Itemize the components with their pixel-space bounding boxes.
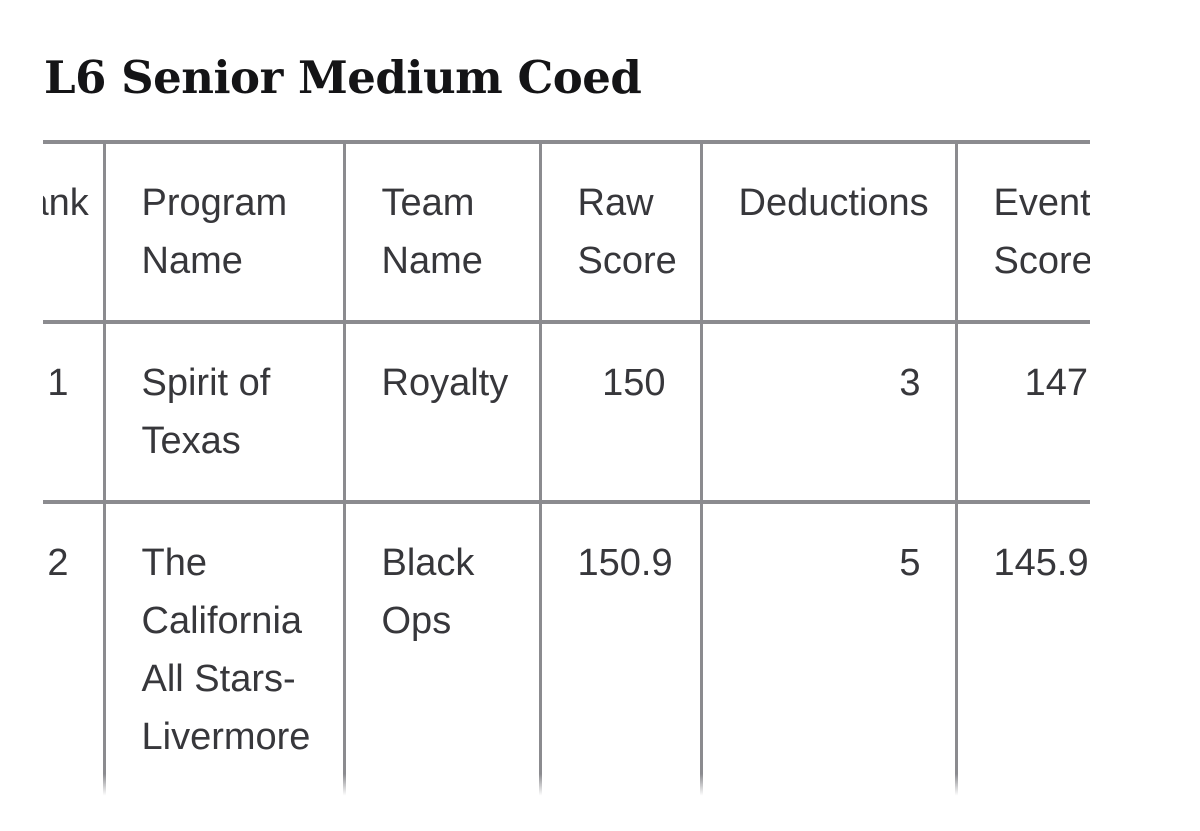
cell-team-name: Black Ops bbox=[344, 502, 542, 796]
header-cell-deductions: Deductions bbox=[701, 140, 958, 324]
table-row: 2 The California All Stars- Livermore Bl… bbox=[43, 502, 1090, 796]
cell-program-name: Spirit of Texas bbox=[104, 322, 346, 504]
header-cell-rank: Rank bbox=[43, 140, 106, 324]
cell-raw-score: 150.9 bbox=[540, 502, 703, 796]
cell-event-score: 147 bbox=[956, 322, 1090, 504]
cell-deductions: 5 bbox=[701, 502, 958, 796]
header-cell-program-name: Program Name bbox=[104, 140, 346, 324]
cell-event-score: 145.9 bbox=[993, 542, 1089, 584]
table-clip: Rank Program Name Team Name Raw Score De… bbox=[43, 140, 1090, 798]
results-table: Rank Program Name Team Name Raw Score De… bbox=[43, 140, 1090, 796]
cell-team-name: Royalty bbox=[344, 322, 542, 504]
cell-deductions: 3 bbox=[701, 322, 958, 504]
cell-rank: 2 bbox=[43, 502, 106, 796]
header-cell-event-score: Event Score bbox=[956, 140, 1090, 324]
cell-rank: 1 bbox=[43, 322, 106, 504]
cell-program-name: The California All Stars- Livermore bbox=[104, 502, 346, 796]
table-row: 1 Spirit of Texas Royalty 150 3 147 bbox=[43, 322, 1090, 504]
header-cell-team-name: Team Name bbox=[344, 140, 542, 324]
header-row: Rank Program Name Team Name Raw Score De… bbox=[43, 140, 1090, 324]
cell-raw-score: 150 bbox=[540, 322, 703, 504]
page-title: L6 Senior Medium Coed bbox=[44, 51, 642, 104]
header-cell-raw-score: Raw Score bbox=[540, 140, 703, 324]
